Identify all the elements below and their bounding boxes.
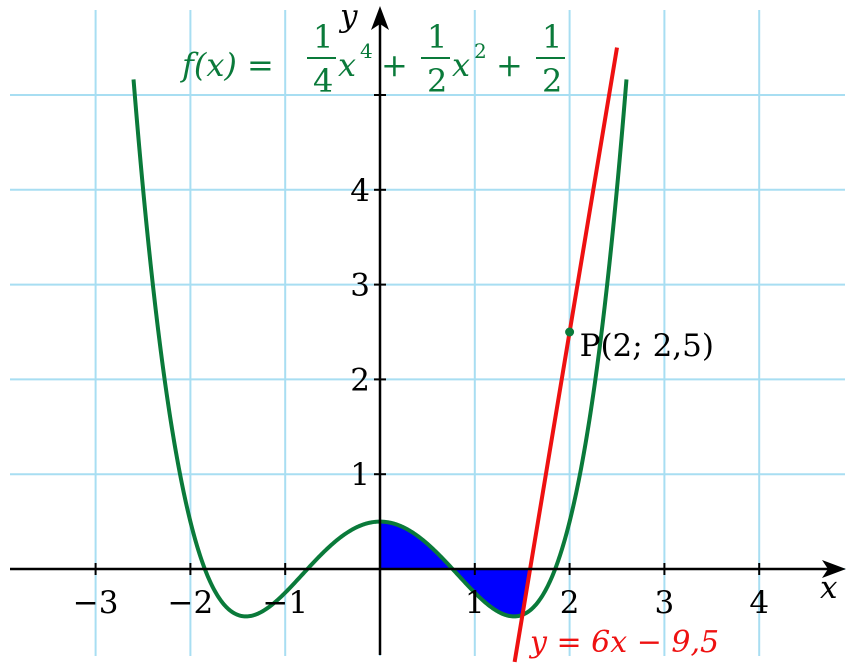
function-label-plus-1: + [381,46,408,84]
x-tick-label: 3 [655,585,675,621]
x-tick-label: −1 [262,585,308,621]
function-label-lhs: f(x) = [180,46,274,84]
fraction-half-2-denominator: 2 [542,62,562,100]
function-label-exp4: 4 [360,39,373,63]
fraction-half-1: 1 2 [421,18,450,100]
x-tick-label: 2 [560,585,580,621]
axes [10,6,846,655]
x-tick-label: 4 [749,585,769,621]
y-tick-label: 2 [350,362,370,398]
x-axis-arrow-icon [822,560,846,578]
function-label-plus-2: + [496,46,523,84]
y-tick-label: 3 [350,268,370,304]
ticks: −3 −2 −1 1 2 3 4 1 2 3 4 [73,94,769,621]
x-axis-label: x [820,570,838,606]
y-tick-label: 1 [350,457,370,493]
tangent-label: y = 6x − 9,5 [528,625,719,660]
point-p-label: P(2; 2,5) [580,328,714,364]
function-label-exp2: 2 [474,39,487,63]
function-label-x2: x [452,46,470,84]
tangent-line [512,47,619,663]
fraction-half-1-numerator: 1 [427,18,447,56]
function-label: f(x) = 1 4 x 4 + 1 2 x 2 + 1 2 [180,18,565,100]
fraction-half-2: 1 2 [536,18,565,100]
x-tick-label: 1 [465,585,485,621]
y-axis-label: y [338,0,358,34]
fraction-half-2-numerator: 1 [542,18,562,56]
fraction-quarter: 1 4 [307,18,336,100]
fraction-quarter-denominator: 4 [313,62,333,100]
function-label-x4: x [338,46,356,84]
y-axis-arrow-icon [371,6,389,30]
point-p [565,327,575,337]
y-tick-label: 4 [350,173,370,209]
fraction-half-1-denominator: 2 [427,62,447,100]
fraction-quarter-numerator: 1 [313,18,333,56]
x-tick-label: −3 [73,585,119,621]
x-tick-label: −2 [168,585,214,621]
